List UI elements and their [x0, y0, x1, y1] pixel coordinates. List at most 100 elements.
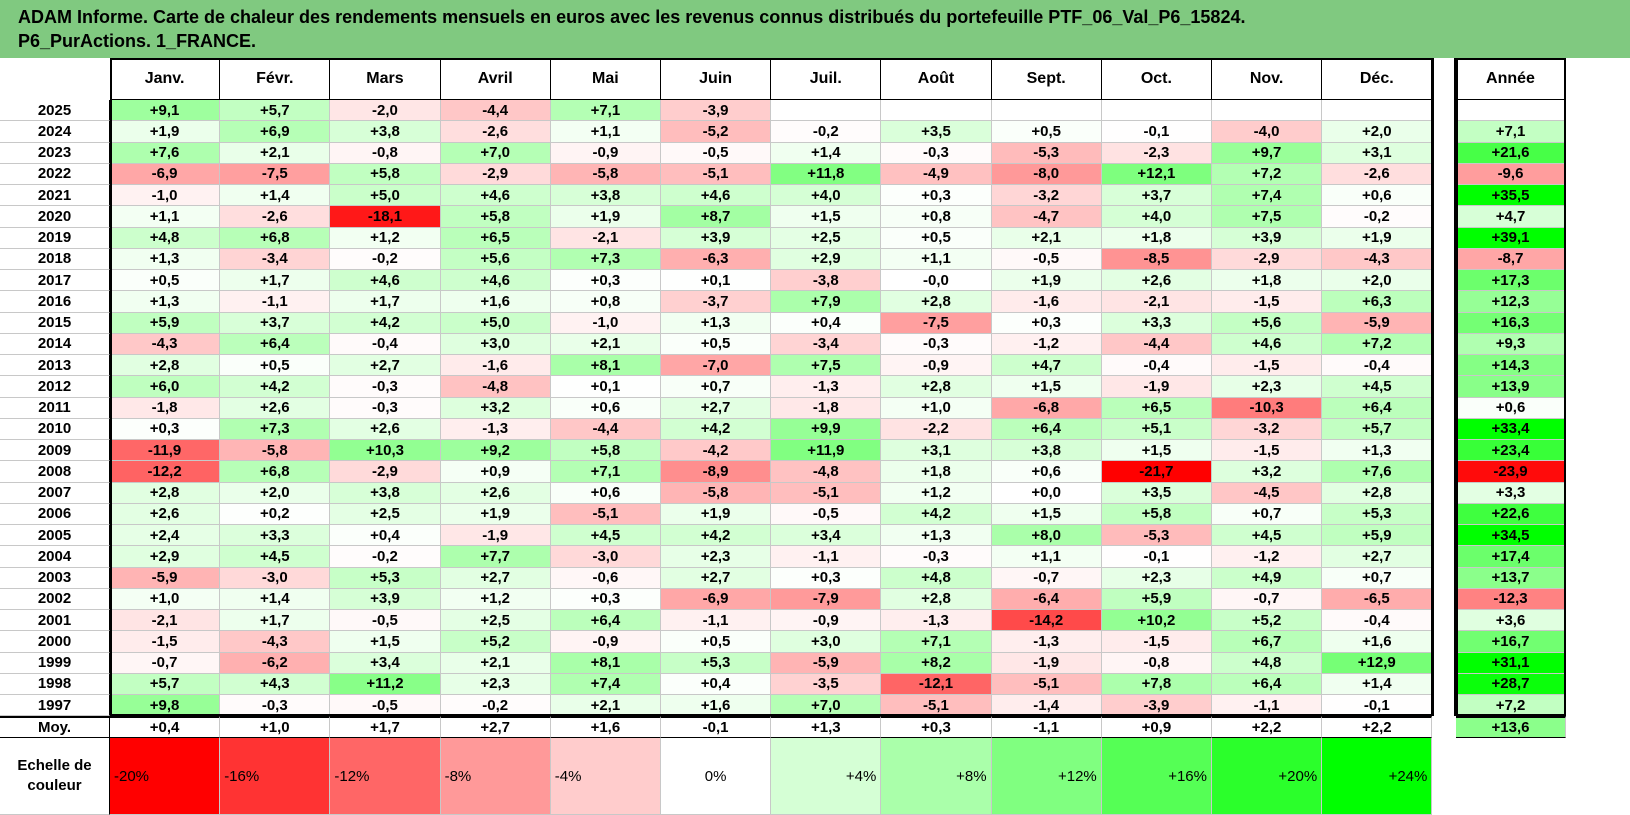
heat-cell-2022-10: +7,2: [1212, 163, 1323, 185]
heat-cell-2008-3: +0,9: [440, 461, 551, 483]
annual-cell-2025: [1456, 100, 1566, 122]
month-header-10: Nov.: [1212, 58, 1323, 100]
year-label-2009: 2009: [0, 440, 110, 462]
heat-cell-2019-7: +0,5: [881, 227, 992, 249]
heat-cell-2019-5: +3,9: [661, 227, 772, 249]
heat-cell-2011-6: -1,8: [771, 397, 882, 419]
heat-cell-2011-10: -10,3: [1212, 397, 1323, 419]
average-cell-2: +1,7: [330, 716, 441, 739]
heat-cell-2018-0: +1,3: [110, 248, 221, 270]
heat-cell-2001-3: +2,5: [440, 610, 551, 632]
heat-cell-2015-7: -7,5: [881, 312, 992, 334]
heat-cell-2023-4: -0,9: [550, 142, 661, 164]
heat-cell-2015-9: +3,3: [1101, 312, 1212, 334]
heat-cell-2008-7: +1,8: [881, 461, 992, 483]
heat-cell-1997-5: +1,6: [661, 695, 772, 717]
heat-cell-2013-4: +8,1: [550, 355, 661, 377]
annual-cell-2023: +21,6: [1456, 142, 1566, 164]
year-label-2017: 2017: [0, 270, 110, 292]
heat-cell-2005-3: -1,9: [440, 525, 551, 547]
heat-cell-2020-9: +4,0: [1101, 206, 1212, 228]
heat-cell-2014-3: +3,0: [440, 333, 551, 355]
heat-cell-2015-1: +3,7: [220, 312, 331, 334]
heat-cell-2012-8: +1,5: [991, 376, 1102, 398]
heat-cell-2007-1: +2,0: [220, 482, 331, 504]
heat-cell-2002-7: +2,8: [881, 588, 992, 610]
heat-cell-2017-5: +0,1: [661, 270, 772, 292]
year-label-2013: 2013: [0, 355, 110, 377]
heat-cell-2025-11: [1322, 100, 1433, 122]
heat-cell-2010-5: +4,2: [661, 418, 772, 440]
annual-cell-2024: +7,1: [1456, 121, 1566, 143]
heat-cell-2024-2: +3,8: [330, 121, 441, 143]
heat-cell-2015-5: +1,3: [661, 312, 772, 334]
heat-cell-2019-1: +6,8: [220, 227, 331, 249]
heat-cell-2013-5: -7,0: [661, 355, 772, 377]
heat-cell-2003-0: -5,9: [110, 567, 221, 589]
heat-cell-2008-1: +6,8: [220, 461, 331, 483]
heat-cell-2021-4: +3,8: [550, 185, 661, 207]
heat-cell-2008-6: -4,8: [771, 461, 882, 483]
heat-cell-2011-2: -0,3: [330, 397, 441, 419]
year-label-2007: 2007: [0, 482, 110, 504]
heat-cell-2018-6: +2,9: [771, 248, 882, 270]
heat-cell-2022-8: -8,0: [991, 163, 1102, 185]
heat-cell-2007-8: +0,0: [991, 482, 1102, 504]
color-scale-step-6: +4%: [771, 738, 882, 815]
heat-cell-2007-5: -5,8: [661, 482, 772, 504]
year-label-2024: 2024: [0, 121, 110, 143]
heat-cell-2000-7: +7,1: [881, 631, 992, 653]
average-cell-5: -0,1: [661, 716, 772, 739]
year-label-2018: 2018: [0, 248, 110, 270]
heat-cell-2004-10: -1,2: [1212, 546, 1323, 568]
heat-cell-2006-8: +1,5: [991, 503, 1102, 525]
heat-cell-2021-3: +4,6: [440, 185, 551, 207]
heat-cell-1997-4: +2,1: [550, 695, 661, 717]
year-label-1998: 1998: [0, 673, 110, 695]
heat-cell-2009-0: -11,9: [110, 440, 221, 462]
heat-cell-2006-11: +5,3: [1322, 503, 1433, 525]
heat-cell-2004-2: -0,2: [330, 546, 441, 568]
heat-cell-2002-8: -6,4: [991, 588, 1102, 610]
heat-cell-2005-9: -5,3: [1101, 525, 1212, 547]
heat-cell-1997-1: -0,3: [220, 695, 331, 717]
heat-cell-1999-3: +2,1: [440, 652, 551, 674]
heat-cell-2016-7: +2,8: [881, 291, 992, 313]
heat-cell-2020-11: -0,2: [1322, 206, 1433, 228]
year-label-2011: 2011: [0, 397, 110, 419]
heat-cell-1997-3: -0,2: [440, 695, 551, 717]
annual-cell-2005: +34,5: [1456, 525, 1566, 547]
heat-cell-2020-3: +5,8: [440, 206, 551, 228]
year-label-2015: 2015: [0, 312, 110, 334]
heat-cell-2021-6: +4,0: [771, 185, 882, 207]
color-scale-label-line-2: couleur: [27, 777, 82, 795]
heat-cell-2001-7: -1,3: [881, 610, 992, 632]
heat-cell-2014-2: -0,4: [330, 333, 441, 355]
heat-cell-2021-2: +5,0: [330, 185, 441, 207]
heat-cell-2015-2: +4,2: [330, 312, 441, 334]
heat-cell-2008-9: -21,7: [1101, 461, 1212, 483]
heat-cell-2020-2: -18,1: [330, 206, 441, 228]
heat-cell-2017-3: +4,6: [440, 270, 551, 292]
heat-cell-1999-2: +3,4: [330, 652, 441, 674]
color-scale-step-8: +12%: [991, 738, 1102, 815]
heat-cell-2005-7: +1,3: [881, 525, 992, 547]
heat-cell-1997-11: -0,1: [1322, 695, 1433, 717]
average-cell-1: +1,0: [220, 716, 331, 739]
heat-cell-1997-6: +7,0: [771, 695, 882, 717]
heat-cell-2002-6: -7,9: [771, 588, 882, 610]
heat-cell-2017-1: +1,7: [220, 270, 331, 292]
heat-cell-2008-8: +0,6: [991, 461, 1102, 483]
heat-cell-2012-3: -4,8: [440, 376, 551, 398]
heat-cell-2019-11: +1,9: [1322, 227, 1433, 249]
heat-cell-2021-10: +7,4: [1212, 185, 1323, 207]
heat-cell-2024-5: -5,2: [661, 121, 772, 143]
average-label: Moy.: [0, 716, 110, 739]
heat-cell-2004-7: -0,3: [881, 546, 992, 568]
heat-cell-2003-4: -0,6: [550, 567, 661, 589]
heat-cell-2004-4: -3,0: [550, 546, 661, 568]
annual-cell-2022: -9,6: [1456, 163, 1566, 185]
heat-cell-2012-1: +4,2: [220, 376, 331, 398]
year-label-2006: 2006: [0, 503, 110, 525]
annual-cell-2007: +3,3: [1456, 482, 1566, 504]
